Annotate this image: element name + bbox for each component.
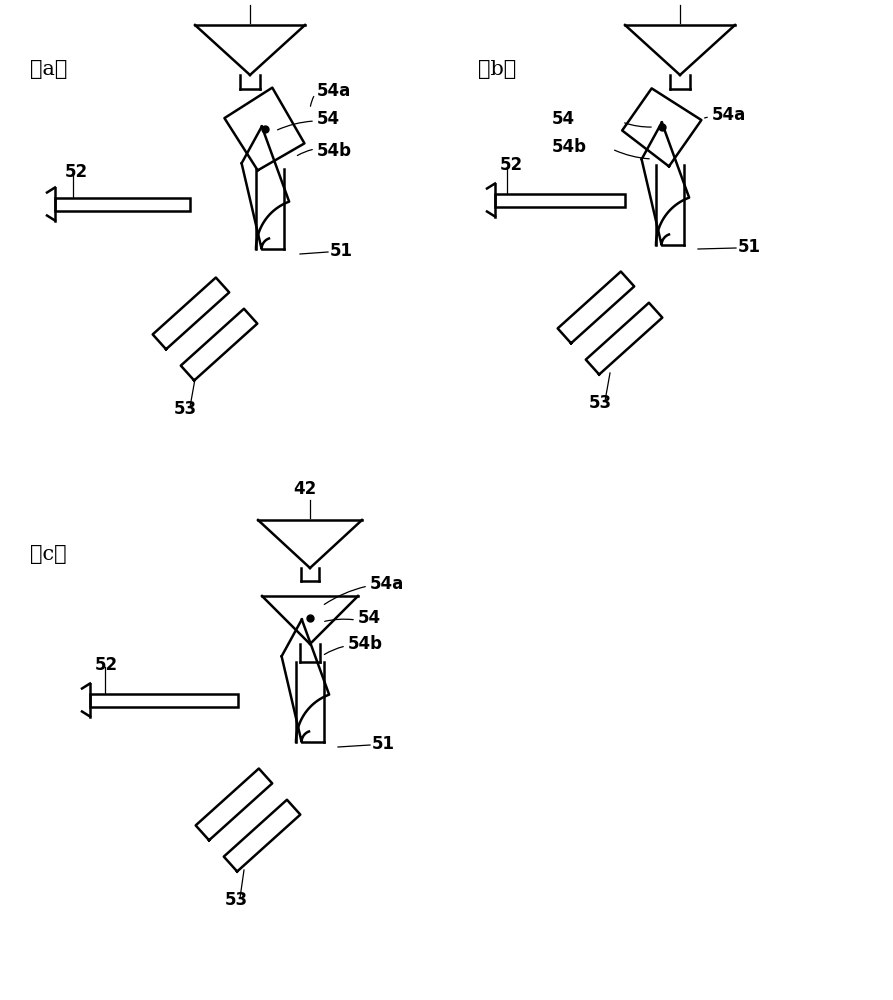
Text: 53: 53	[173, 400, 196, 418]
Text: （a）: （a）	[30, 60, 67, 79]
Text: 54: 54	[358, 609, 381, 627]
Text: 54: 54	[317, 110, 340, 128]
Bar	[90, 694, 238, 706]
Bar	[495, 194, 625, 207]
Text: 54b: 54b	[317, 142, 352, 160]
Text: 54a: 54a	[712, 106, 747, 124]
Text: 53: 53	[224, 891, 247, 909]
Text: （b）: （b）	[478, 60, 516, 79]
Text: 51: 51	[372, 735, 395, 753]
Text: （c）: （c）	[30, 545, 67, 564]
Text: 52: 52	[65, 163, 88, 181]
Text: 51: 51	[330, 242, 353, 260]
Text: 54a: 54a	[317, 82, 351, 100]
Text: 54: 54	[552, 110, 575, 128]
Text: 53: 53	[588, 394, 612, 412]
Text: 51: 51	[738, 238, 761, 256]
Text: 52: 52	[95, 656, 118, 674]
Bar	[55, 198, 190, 211]
Text: 54b: 54b	[348, 635, 383, 653]
Text: 42: 42	[294, 480, 317, 498]
Text: 54a: 54a	[370, 575, 405, 593]
Text: 54b: 54b	[552, 138, 587, 156]
Text: 42: 42	[663, 0, 687, 3]
Text: 42: 42	[233, 0, 256, 3]
Text: 52: 52	[500, 156, 523, 174]
